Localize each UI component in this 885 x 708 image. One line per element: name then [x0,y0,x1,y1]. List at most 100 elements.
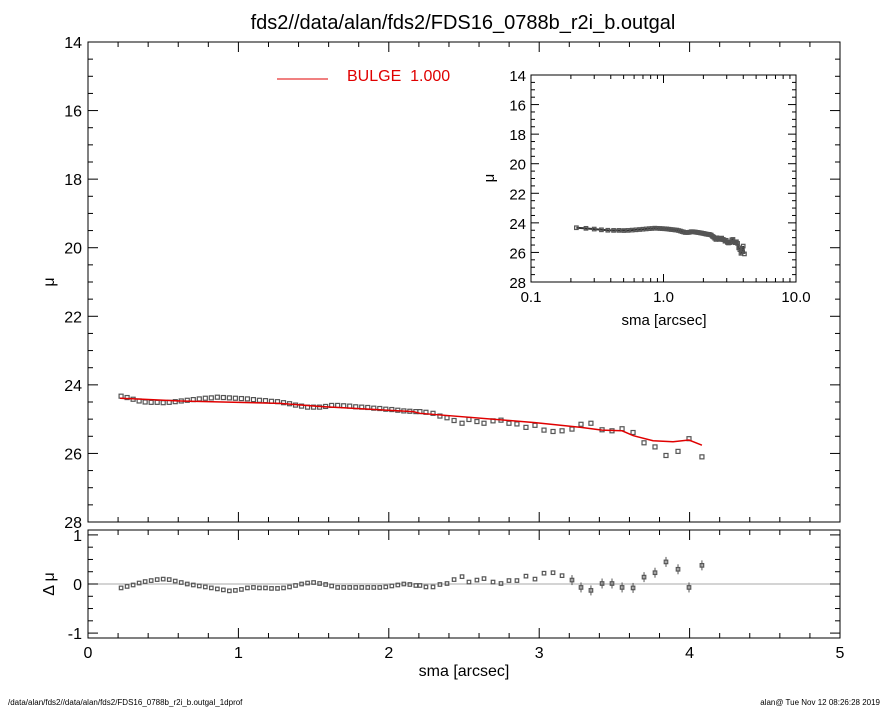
inset-data-point [735,241,740,246]
residual-point [559,573,565,579]
data-point [220,394,226,401]
residual-point [609,581,615,586]
residual-point [208,585,214,591]
data-point [437,413,443,419]
residual-point [263,585,268,591]
residual-point [423,584,429,590]
data-point [244,396,251,402]
residual-point [389,583,395,589]
residual-point [341,585,347,590]
inset-y-axis-label: μ [481,174,498,183]
inset-data-point [655,225,660,231]
data-point [506,420,512,426]
inset-data-point [605,227,611,233]
residual-point [233,588,238,593]
residual-point [699,562,705,568]
y-tick-label: 18 [509,127,526,144]
residual-point [437,582,443,587]
inset-data-point [742,251,747,257]
inset-data-point [649,226,655,231]
data-point [675,448,681,454]
y-tick-label: 28 [509,275,526,292]
residual-point [365,585,371,590]
y-tick-label: -1 [68,626,82,643]
data-point [124,394,130,401]
data-point [532,422,538,428]
y-tick-label: 0 [73,577,82,594]
residual-point [196,583,202,589]
residual-point [630,585,636,591]
residual-point [329,583,334,589]
residual-point [317,581,322,586]
inset-data-point [599,227,604,233]
data-point [481,420,487,426]
data-point [389,406,395,413]
residual-point [166,577,172,582]
residual-point [245,585,250,591]
main-y-axis-label: μ [41,277,58,286]
residual-point [383,584,389,590]
data-point [208,395,214,401]
y-tick-label: 20 [509,157,526,174]
residual-point [311,580,316,585]
data-point [371,405,377,411]
data-point [298,403,305,409]
data-point [184,397,190,403]
residual-point [335,585,341,590]
footer-user-timestamp: alan@ Tue Nov 12 08:26:28 2019 [760,698,880,707]
residual-point [459,574,465,579]
residual-point [514,578,520,583]
inset-data-point [740,243,746,249]
residual-point [347,585,353,590]
data-point [280,400,287,406]
y-tick-label: 16 [64,104,82,121]
x-tick-label: 3 [535,645,544,662]
residual-point [184,581,190,587]
data-point [196,396,202,402]
residual-point [239,587,244,592]
residual-point [293,583,298,588]
residual-point [172,578,178,584]
residual-point [417,583,423,588]
residual-point [136,580,142,586]
residual-point [124,584,130,589]
residual-point [395,582,401,588]
inset-data-point [621,228,626,233]
data-point [148,399,154,405]
data-point [430,410,436,416]
residual-point [190,582,196,588]
x-tick-label: 10.0 [781,289,810,306]
data-point [699,454,705,460]
data-point [550,428,556,435]
residual-point [569,577,575,583]
data-point [250,397,257,403]
y-tick-label: 20 [64,241,82,258]
residual-point [523,573,529,579]
residual-point [323,582,328,587]
residual-point [474,577,480,583]
residual-point [130,582,136,588]
residual-point [550,570,556,576]
data-point [377,405,383,412]
y-tick-label: 22 [64,309,82,326]
residual-point [275,586,280,591]
y-tick-label: 1 [73,528,82,545]
data-point [238,395,245,402]
inset-x-axis-label: sma [arcsec] [621,312,706,329]
data-point [474,418,480,425]
residual-point [599,581,605,586]
data-point [663,452,669,459]
residual-point [118,585,124,591]
residual-point [221,587,226,593]
data-point [232,395,238,401]
y-tick-label: 24 [509,216,526,233]
data-point [262,398,269,404]
residual-point [578,585,584,590]
model-line-bulge [120,397,703,446]
data-point [588,420,594,426]
residual-point [142,579,148,584]
residual-point [257,585,262,591]
data-point [142,399,148,405]
residual-point [305,580,310,586]
